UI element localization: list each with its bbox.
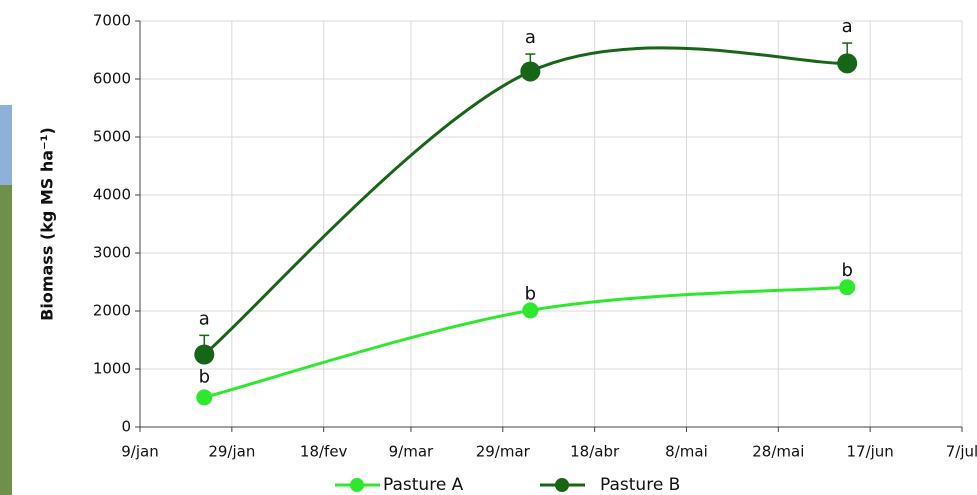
- y-tick-label: 1000: [93, 360, 131, 378]
- point: [522, 302, 539, 319]
- y-tick-label: 5000: [93, 128, 131, 146]
- significance-letter: a: [199, 308, 210, 329]
- point: [839, 279, 856, 296]
- legend-marker: [555, 478, 569, 492]
- y-tick-label: 2000: [93, 302, 131, 320]
- photo-sky: [0, 105, 12, 185]
- significance-letter: b: [199, 366, 210, 387]
- significance-letter: a: [842, 16, 853, 37]
- legend-label: Pasture B: [600, 475, 680, 495]
- point: [520, 61, 541, 82]
- x-tick-label: 9/jan: [121, 443, 158, 461]
- point: [196, 389, 213, 406]
- x-tick-label: 29/mar: [476, 443, 531, 461]
- y-tick-label: 0: [121, 418, 131, 436]
- legend-label: Pasture A: [383, 475, 464, 495]
- y-tick-label: 7000: [93, 12, 131, 30]
- x-tick-label: 9/mar: [389, 443, 434, 461]
- x-tick-label: 29/jan: [208, 443, 255, 461]
- legend-marker: [350, 478, 364, 492]
- x-tick-label: 28/mai: [752, 443, 804, 461]
- y-axis-label: Biomass (kg MS ha⁻¹): [38, 127, 57, 321]
- significance-letter: b: [525, 283, 536, 304]
- x-tick-label: 8/mai: [665, 443, 708, 461]
- point: [837, 53, 858, 74]
- point: [194, 344, 215, 365]
- significance-letter: b: [841, 260, 852, 281]
- y-tick-label: 6000: [93, 70, 131, 88]
- y-tick-label: 3000: [93, 244, 131, 262]
- x-tick-label: 18/fev: [300, 443, 348, 461]
- significance-letter: a: [525, 27, 536, 48]
- x-tick-label: 17/jun: [846, 443, 893, 461]
- x-tick-label: 7/jul: [946, 443, 977, 461]
- x-tick-label: 18/abr: [570, 443, 620, 461]
- photo-strip: [0, 105, 12, 495]
- y-tick-label: 4000: [93, 186, 131, 204]
